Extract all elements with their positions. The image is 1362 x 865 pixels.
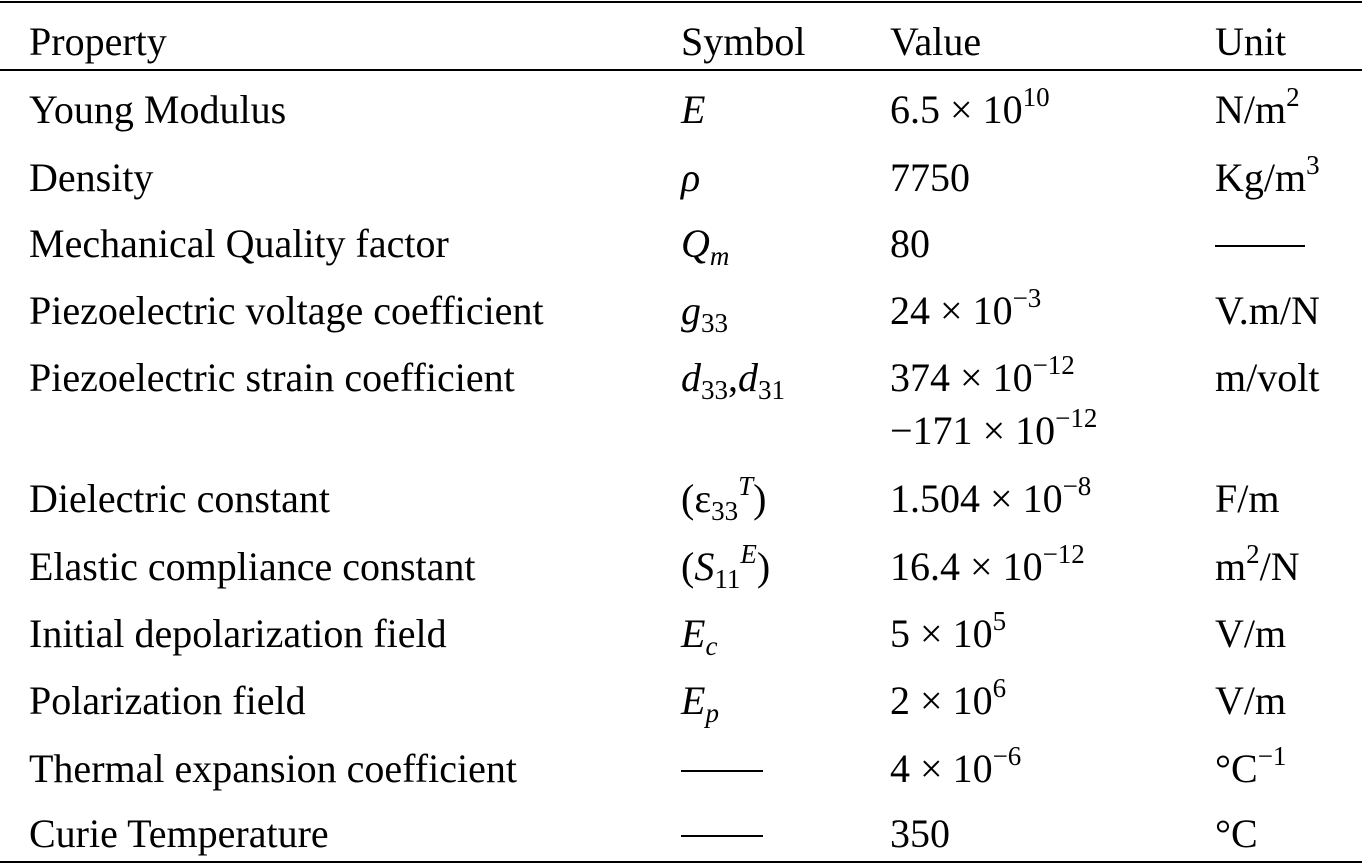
row-symbol: (ε33T) [681, 471, 767, 527]
row-unit: °C [1215, 811, 1258, 856]
em-dash-rule [681, 834, 763, 837]
table-top-rule [0, 1, 1362, 3]
row-value: 16.4 × 10−12 [890, 539, 1085, 589]
row-unit: N/m2 [1215, 82, 1300, 132]
row-symbol: Ec [681, 611, 718, 662]
row-property: Piezoelectric voltage coefficient [29, 288, 544, 333]
row-unit: m2/N [1215, 539, 1300, 589]
row-value: 24 × 10−3 [890, 283, 1042, 333]
header-property: Property [29, 19, 167, 64]
row-property: Thermal expansion coefficient [29, 746, 517, 791]
row-value: 5 × 105 [890, 606, 1007, 656]
row-value-second-line: −171 × 10−12 [890, 403, 1098, 453]
row-value: 6.5 × 1010 [890, 82, 1050, 132]
row-value: 1.504 × 10−8 [890, 471, 1092, 521]
row-property: Mechanical Quality factor [29, 221, 449, 266]
row-property: Initial depolarization field [29, 611, 447, 656]
row-property: Elastic compliance constant [29, 544, 476, 589]
row-unit: V/m [1215, 678, 1287, 723]
row-property: Piezoelectric strain coefficient [29, 355, 515, 400]
row-property: Curie Temperature [29, 811, 329, 856]
row-unit: F/m [1215, 476, 1280, 521]
row-property: Young Modulus [29, 87, 287, 132]
header-value: Value [890, 19, 982, 64]
row-value: 7750 [890, 155, 970, 200]
row-unit: Kg/m3 [1215, 150, 1320, 200]
row-value: 2 × 106 [890, 673, 1007, 723]
row-property: Density [29, 155, 154, 200]
table-header-rule [0, 69, 1362, 71]
em-dash-rule [681, 769, 763, 772]
row-unit: m/volt [1215, 355, 1320, 400]
row-property: Dielectric constant [29, 476, 330, 521]
row-value: 4 × 10−6 [890, 741, 1022, 791]
row-symbol: Ep [681, 678, 719, 729]
row-symbol: ρ [681, 155, 701, 200]
header-unit: Unit [1215, 19, 1287, 64]
header-symbol: Symbol [681, 19, 806, 64]
row-unit-dash [1215, 220, 1305, 268]
row-value: 80 [890, 221, 930, 266]
row-unit: V.m/N [1215, 288, 1320, 333]
row-symbol: g33 [681, 288, 728, 339]
table-bottom-rule [0, 861, 1362, 863]
row-symbol-dash [681, 810, 763, 858]
row-unit: °C−1 [1215, 741, 1287, 791]
em-dash-rule [1215, 244, 1305, 247]
row-value: 350 [890, 811, 950, 856]
row-symbol: (S11E) [681, 539, 771, 595]
row-property: Polarization field [29, 678, 306, 723]
row-unit: V/m [1215, 611, 1287, 656]
row-value: 374 × 10−12 [890, 350, 1075, 400]
row-symbol: E [681, 87, 706, 132]
row-symbol: d33,d31 [681, 355, 785, 406]
row-symbol: Qm [681, 221, 730, 272]
row-symbol-dash [681, 745, 763, 793]
